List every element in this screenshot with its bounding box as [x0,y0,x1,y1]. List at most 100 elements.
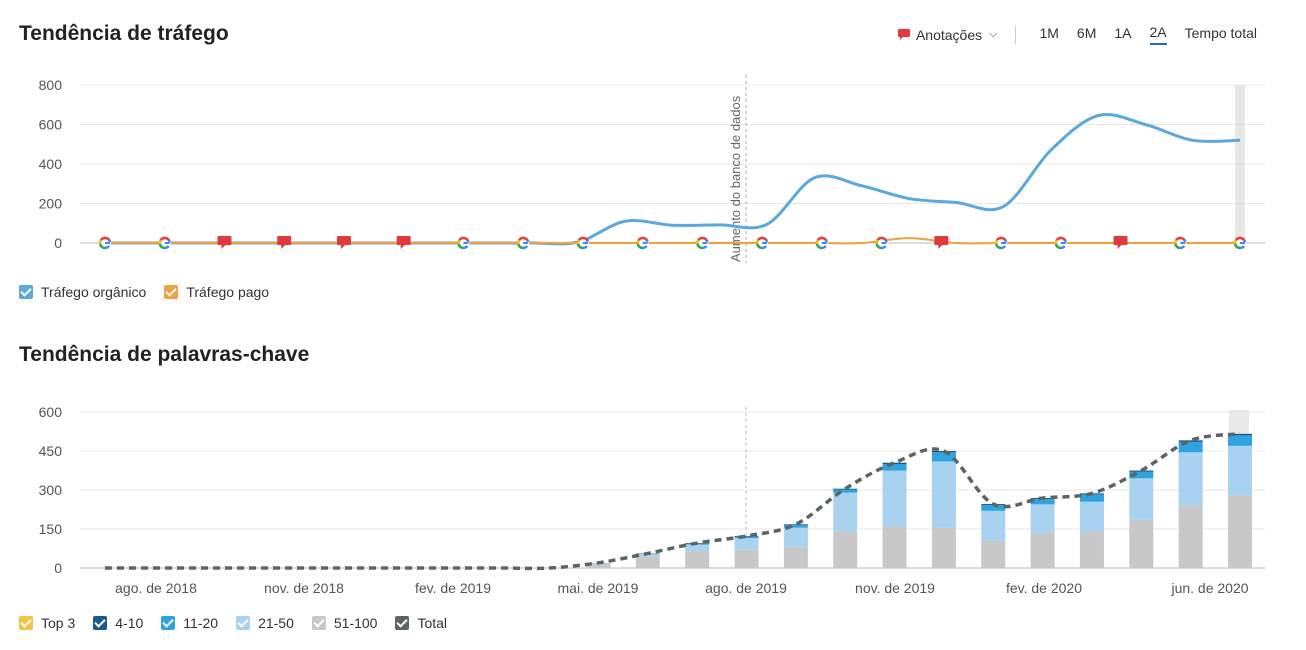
google-icon [1233,236,1247,250]
bar-segment-11-20 [1030,499,1055,505]
toolbar-divider [1015,25,1017,44]
bar-segment-21-50 [635,554,660,557]
annotations-dropdown[interactable]: Anotações ⌵ [897,26,998,43]
google-icon [696,236,709,250]
bar-segment-4-10 [783,524,808,526]
legend-4-10-label: 4-10 [115,615,144,631]
x-tick-label: mai. de 2019 [558,580,639,596]
y-tick-label: 800 [39,77,63,93]
y-tick-label: 600 [39,117,63,133]
db-update-marker-label: Aumento do banco de dados [728,95,743,262]
total-keywords-line [105,432,1241,571]
legend-top3-label: Top 3 [41,615,76,631]
legend-total-label: Total [417,615,448,631]
legend-organic[interactable]: Tráfego orgânico [19,284,146,300]
range-toolbar: Anotações ⌵ 1M 6M 1A 2A Tempo total [897,24,1266,45]
legend-21-50[interactable]: 21-50 [236,615,294,631]
bar-segment-4-10 [734,536,759,537]
range-1a[interactable]: 1A [1114,25,1132,41]
x-tick-label: fev. de 2019 [415,580,491,596]
y-tick-label: 600 [39,404,63,420]
legend-51-100-checkbox [311,616,326,630]
y-tick-label: 0 [54,560,62,576]
bar-segment-11-20 [1129,471,1154,479]
google-icon [1173,236,1187,250]
bar-segment-11-20 [833,489,858,493]
chevron-down-icon: ⌵ [989,28,998,40]
legend-11-20-label: 11-20 [183,615,219,631]
x-tick-label: jun. de 2020 [1170,580,1248,596]
bar-segment-51-100 [931,527,956,568]
bar-segment-11-20 [1228,435,1252,446]
bar-segment-21-50 [783,527,808,548]
range-all-time[interactable]: Tempo total [1184,25,1257,41]
bar-segment-51-100 [1079,531,1104,568]
bar-segment-51-100 [882,526,907,568]
y-tick-label: 150 [39,521,63,537]
range-2a[interactable]: 2A [1149,24,1167,45]
bar-segment-11-20 [1178,441,1203,453]
keywords-legend: Top 3 4-10 11-20 21-50 51-100 Total [19,615,447,631]
y-tick-label: 450 [39,443,63,459]
google-icon [457,236,470,250]
x-tick-label: nov. de 2018 [264,580,344,596]
bar-segment-51-100 [833,531,858,568]
x-tick-label: ago. de 2018 [115,580,197,596]
legend-top3-checkbox [19,616,33,630]
annotations-label: Anotações [915,26,983,43]
bar-segment-4-10 [882,462,907,464]
bar-segment-51-100 [1178,505,1203,568]
keywords-chart: 0 150 300 450 600 ago. de 2018 nov. de 2018 fev… [39,404,1265,596]
bar-segment-21-50 [931,461,956,528]
bar-segment-4-10 [833,488,858,490]
bar-segment-11-20 [734,536,759,539]
annotation-flag-icon [396,236,411,249]
bar-segment-4-10 [1129,470,1154,472]
range-6m[interactable]: 6M [1076,25,1097,41]
legend-21-50-checkbox [236,616,251,630]
bar-segment-21-50 [1129,478,1154,520]
bar-segment-51-100 [586,564,611,568]
annotation-flag-icon [217,236,232,249]
bar-segment-11-20 [882,464,907,471]
legend-4-10[interactable]: 4-10 [93,615,143,631]
traffic-trend-title: Tendência de tráfego [19,22,229,45]
legend-51-100-label: 51-100 [333,615,378,631]
bar-segment-21-50 [734,538,759,550]
bar-segment-11-20 [783,525,808,528]
legend-organic-checkbox [19,285,33,299]
bar-segment-51-100 [783,547,808,568]
traffic-legend: Tráfego orgânico Tráfego pago [19,284,269,300]
legend-total-checkbox [395,616,410,630]
bar-segment-21-50 [1079,501,1104,532]
bar-segment-21-50 [685,544,710,552]
range-1m[interactable]: 1M [1039,25,1059,41]
google-icon [98,236,112,250]
y-tick-label: 200 [39,196,63,212]
y-tick-label: 0 [54,235,62,251]
bar-segment-51-100 [734,549,759,568]
traffic-chart: 0 200 400 600 800 Aumento do banco de dados [39,75,1265,263]
legend-51-100[interactable]: 51-100 [311,615,378,631]
google-icon [755,236,769,250]
bar-segment-51-100 [981,540,1006,568]
y-tick-label: 300 [39,482,63,498]
annotation-flag-icon [277,236,292,249]
bar-segment-51-100 [685,551,710,568]
bar-segment-21-50 [882,470,907,527]
bar-segment-4-10 [1228,433,1252,436]
bar-segment-4-10 [1178,440,1203,442]
y-tick-label: 400 [39,156,63,172]
bar-segment-21-50 [1178,452,1203,506]
annotation-flag-icon [934,236,949,249]
legend-4-10-checkbox [93,616,108,630]
legend-total[interactable]: Total [395,615,447,631]
bar-segment-21-50 [981,510,1006,541]
bar-segment-51-100 [1129,519,1154,568]
google-icon [875,236,888,250]
legend-paid[interactable]: Tráfego pago [164,284,269,300]
legend-top3[interactable]: Top 3 [19,615,75,631]
x-tick-label: ago. de 2019 [705,580,787,596]
google-icon [158,236,171,250]
legend-11-20[interactable]: 11-20 [161,615,218,631]
